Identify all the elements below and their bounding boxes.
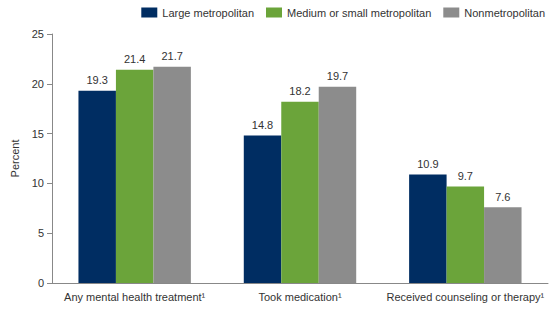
svg-text:Any mental health treatment¹: Any mental health treatment¹ xyxy=(64,291,206,303)
svg-text:10: 10 xyxy=(32,177,44,189)
svg-text:21.4: 21.4 xyxy=(124,53,145,65)
svg-text:5: 5 xyxy=(38,227,44,239)
svg-text:19.7: 19.7 xyxy=(327,70,348,82)
svg-text:10.9: 10.9 xyxy=(417,158,438,170)
svg-text:Took medication¹: Took medication¹ xyxy=(258,291,341,303)
svg-text:14.8: 14.8 xyxy=(252,119,273,131)
svg-text:Medium or small metropolitan: Medium or small metropolitan xyxy=(287,7,431,19)
svg-text:7.6: 7.6 xyxy=(495,191,510,203)
svg-text:15: 15 xyxy=(32,128,44,140)
svg-text:19.3: 19.3 xyxy=(86,74,107,86)
svg-text:Received counseling or therapy: Received counseling or therapy¹ xyxy=(386,291,544,303)
svg-text:Large metropolitan: Large metropolitan xyxy=(162,7,254,19)
svg-text:Nonmetropolitan: Nonmetropolitan xyxy=(464,7,545,19)
svg-text:9.7: 9.7 xyxy=(458,170,473,182)
svg-text:Percent: Percent xyxy=(9,140,21,178)
svg-text:18.2: 18.2 xyxy=(289,85,310,97)
svg-text:0: 0 xyxy=(38,277,44,289)
svg-text:21.7: 21.7 xyxy=(161,50,182,62)
svg-text:20: 20 xyxy=(32,78,44,90)
svg-text:25: 25 xyxy=(32,28,44,40)
